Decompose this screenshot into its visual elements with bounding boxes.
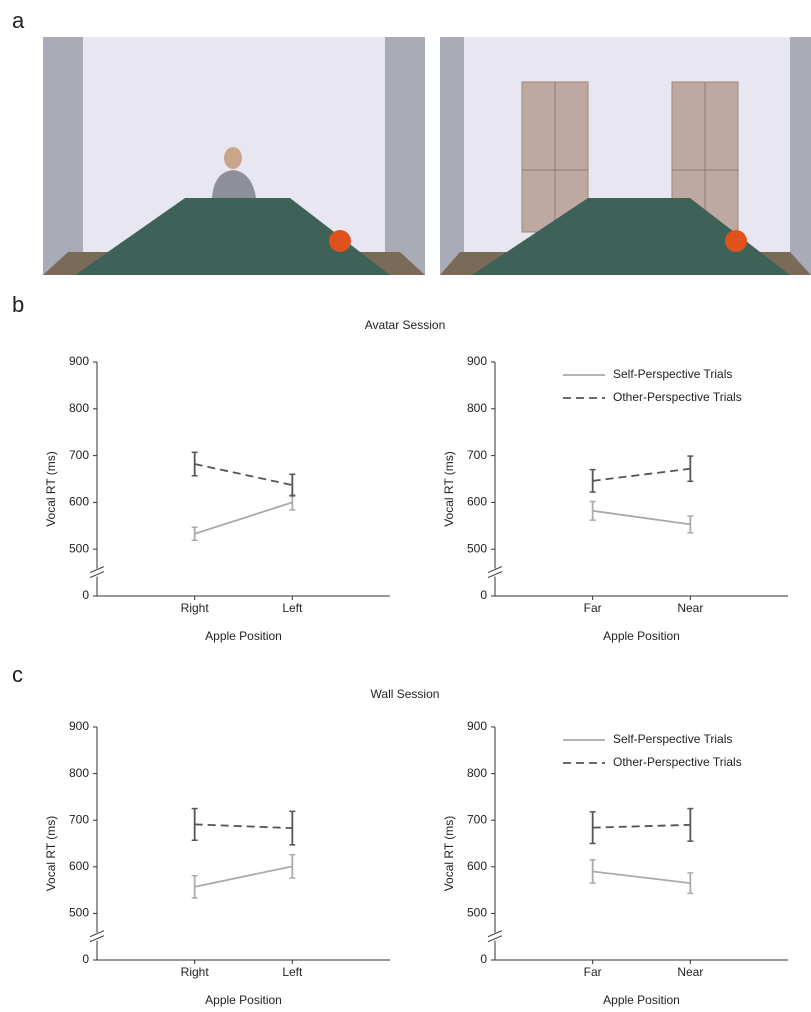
wall-scene	[440, 37, 811, 275]
y-tick-label: 900	[467, 354, 487, 368]
x-tick-label: Near	[677, 601, 703, 615]
panel-label: b	[12, 292, 24, 317]
y-tick-label: 700	[69, 812, 89, 826]
series-line	[593, 825, 691, 828]
y-tick-label: 600	[69, 859, 89, 873]
y-tick-label: 500	[467, 906, 487, 920]
y-tick-label: 700	[467, 448, 487, 462]
panel-label: c	[12, 662, 23, 687]
y-tick-label: 900	[69, 719, 89, 733]
series-line	[195, 824, 293, 828]
y-axis-label: Vocal RT (ms)	[442, 816, 456, 892]
x-axis-label: Apple Position	[603, 629, 680, 643]
avatar-scene	[43, 37, 425, 275]
series-line	[195, 866, 293, 887]
x-tick-label: Right	[181, 965, 210, 979]
y-tick-label: 800	[69, 766, 89, 780]
panel-label: a	[12, 8, 25, 33]
y-tick-label: 500	[69, 541, 89, 555]
series-line	[593, 511, 691, 525]
y-axis-label: Vocal RT (ms)	[44, 451, 58, 527]
legend-label: Other-Perspective Trials	[613, 755, 742, 769]
y-axis-label: Vocal RT (ms)	[442, 451, 456, 527]
y-tick-label: 0	[480, 952, 487, 966]
x-tick-label: Left	[282, 965, 303, 979]
y-tick-label: 600	[467, 859, 487, 873]
y-axis-label: Vocal RT (ms)	[44, 816, 58, 892]
y-tick-label: 500	[69, 906, 89, 920]
y-tick-label: 700	[467, 812, 487, 826]
y-tick-label: 0	[82, 588, 89, 602]
y-tick-label: 800	[467, 401, 487, 415]
x-axis-label: Apple Position	[603, 993, 680, 1007]
y-tick-label: 0	[82, 952, 89, 966]
x-tick-label: Left	[282, 601, 303, 615]
x-axis-label: Apple Position	[205, 993, 282, 1007]
figure: a b c Avatar Session Wall Session 0 500 60…	[0, 0, 811, 1012]
session-title: Avatar Session	[365, 318, 446, 332]
legend-label: Other-Perspective Trials	[613, 390, 742, 404]
x-tick-label: Far	[584, 601, 602, 615]
series-line	[195, 464, 293, 485]
legend-label: Self-Perspective Trials	[613, 367, 732, 381]
x-axis-label: Apple Position	[205, 629, 282, 643]
y-tick-label: 900	[69, 354, 89, 368]
series-line	[593, 469, 691, 481]
y-tick-label: 500	[467, 541, 487, 555]
x-tick-label: Near	[677, 965, 703, 979]
x-tick-label: Right	[181, 601, 210, 615]
legend-label: Self-Perspective Trials	[613, 732, 732, 746]
series-line	[593, 871, 691, 883]
series-line	[195, 502, 293, 533]
y-tick-label: 600	[467, 495, 487, 509]
y-tick-label: 800	[467, 766, 487, 780]
session-title: Wall Session	[371, 687, 440, 701]
y-tick-label: 800	[69, 401, 89, 415]
y-tick-label: 900	[467, 719, 487, 733]
y-tick-label: 600	[69, 495, 89, 509]
x-tick-label: Far	[584, 965, 602, 979]
y-tick-label: 700	[69, 448, 89, 462]
y-tick-label: 0	[480, 588, 487, 602]
